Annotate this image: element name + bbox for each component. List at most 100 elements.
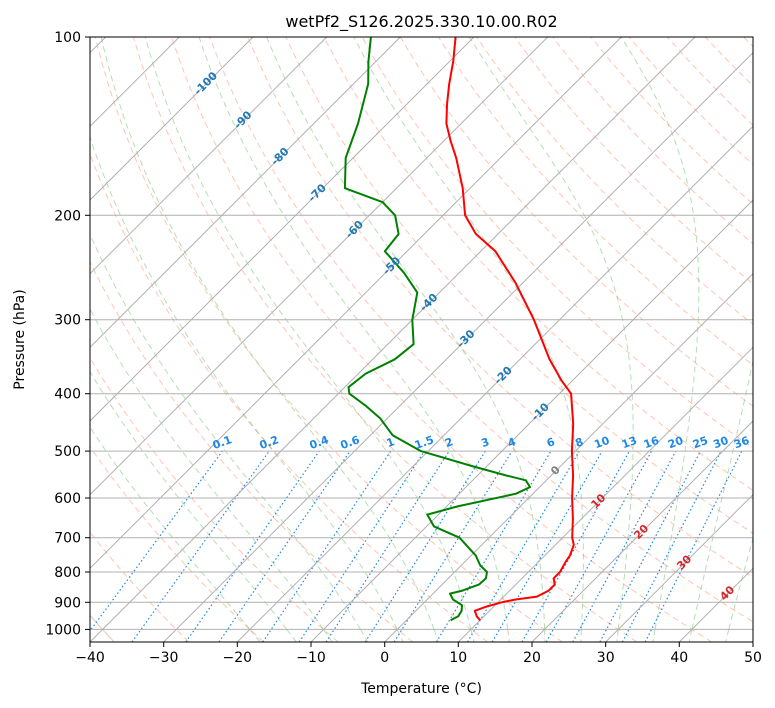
mixing-ratio-label: 16 <box>642 434 661 452</box>
y-tick-label: 500 <box>54 444 81 460</box>
moist-adiabat <box>286 629 297 642</box>
mixing-ratio-line <box>491 450 603 642</box>
background-lines <box>90 37 753 642</box>
mixing-ratio-label: 0.4 <box>308 433 331 452</box>
x-tick-label: 40 <box>670 650 688 666</box>
x-tick-label: 30 <box>597 650 615 666</box>
mixing-ratio-line <box>393 450 513 642</box>
x-tick-label: −10 <box>296 650 326 666</box>
mixing-ratio-label: 20 <box>666 434 685 452</box>
x-tick-label: 50 <box>744 650 762 666</box>
moist-adiabat <box>90 232 361 630</box>
isotherm-line <box>90 37 254 201</box>
moist-adiabat <box>616 629 619 642</box>
mixing-ratio-line <box>218 450 351 642</box>
dry-adiabat <box>476 37 753 325</box>
x-tick-label: 0 <box>380 650 389 666</box>
moist-adiabat <box>90 426 251 630</box>
moist-adiabat <box>353 37 584 630</box>
moist-adiabat <box>90 135 398 630</box>
mixing-ratio-label: 13 <box>620 434 639 451</box>
moist-adiabat <box>323 629 333 642</box>
dry-adiabat <box>514 37 753 285</box>
mixing-ratio-label: 2 <box>443 435 455 450</box>
isotherm-line <box>457 346 753 642</box>
moist-adiabat <box>652 629 656 642</box>
moist-adiabat <box>580 629 582 642</box>
dry-adiabat <box>90 446 264 642</box>
moist-adiabat <box>691 358 753 630</box>
dry-adiabat <box>171 37 712 642</box>
mixing-ratio-label: 1 <box>385 435 397 450</box>
mixing-ratio-line <box>572 450 677 642</box>
isotherm-line <box>90 37 328 275</box>
dry-adiabat <box>247 37 753 578</box>
chart-title: wetPf2_S126.2025.330.10.00.R02 <box>285 12 557 32</box>
moist-adiabat <box>90 370 288 630</box>
y-axis-title: Pressure (hPa) <box>12 289 28 389</box>
isotherm-line <box>310 199 753 642</box>
y-tick-label: 300 <box>54 313 81 329</box>
mixing-ratio-labels: 0.1 0.2 0.4 0.6 1 1.5 2 3 4 6 8 10 13 16 20 25 30 36 <box>211 433 752 452</box>
axes: −40 −30 −20 −10 0 10 20 30 40 5010020030040050060… <box>45 30 762 666</box>
mixing-ratio-label: 0.2 <box>258 433 281 452</box>
dry-adiabat <box>94 37 563 642</box>
plot-frame <box>89 36 754 643</box>
dry-adiabat <box>209 37 753 623</box>
moist-adiabat <box>507 629 510 642</box>
mixing-ratio-line <box>325 450 450 642</box>
moist-adiabat <box>728 536 753 630</box>
y-tick-label: 400 <box>54 387 81 403</box>
isotherm-line <box>90 37 475 422</box>
y-tick-label: 700 <box>54 531 81 547</box>
mixing-ratio-label: 0.1 <box>211 433 234 452</box>
y-tick-label: 1000 <box>45 622 81 638</box>
moist-adiabat <box>620 37 700 630</box>
isotherm-line <box>605 493 753 642</box>
moist-adiabat <box>433 629 439 642</box>
mixing-ratio-line <box>185 450 320 642</box>
mixing-ratio-label: 0.6 <box>339 433 362 452</box>
moist-adiabat <box>90 308 324 630</box>
isotherm-line <box>90 37 622 570</box>
data-series <box>343 37 575 622</box>
dry-adiabat <box>90 356 339 642</box>
mixing-ratio-line <box>435 450 552 642</box>
isotherm-line <box>90 37 401 349</box>
dew-point-line <box>343 37 531 622</box>
mixing-ratio-line <box>364 450 486 642</box>
mixing-ratio-label: 3 <box>479 435 491 450</box>
y-tick-label: 800 <box>54 565 81 581</box>
y-tick-label: 100 <box>54 30 81 46</box>
moist-adiabat <box>396 629 404 642</box>
mixing-ratio-label: 36 <box>732 434 751 452</box>
moist-adiabat <box>249 629 261 642</box>
dry-adiabat <box>132 37 638 642</box>
mixing-ratio-label: 25 <box>691 434 710 451</box>
isotherm-line <box>163 51 753 642</box>
isotherm-line <box>236 125 753 642</box>
moist-adiabat <box>359 629 369 642</box>
dry-adiabat <box>90 260 414 642</box>
isotherm-line <box>384 272 753 642</box>
x-tick-label: −20 <box>223 650 253 666</box>
x-axis-title: Temperature (°C) <box>360 681 482 697</box>
x-tick-label: −40 <box>75 650 105 666</box>
mixing-ratio-label: 8 <box>573 435 585 450</box>
y-tick-label: 900 <box>54 595 81 611</box>
x-tick-label: −30 <box>149 650 179 666</box>
moist-adiabat <box>198 37 509 630</box>
dry-adiabat <box>323 37 753 491</box>
dry-adiabat <box>285 37 753 535</box>
mixing-ratio-line <box>466 450 580 642</box>
x-tick-label: 20 <box>523 650 541 666</box>
mixing-ratio-label: 30 <box>711 434 730 452</box>
moist-adiabat <box>266 37 546 630</box>
moist-adiabat <box>470 629 475 642</box>
moist-adiabat <box>725 629 730 642</box>
moist-adiabat <box>469 37 634 630</box>
moist-adiabat <box>144 37 472 630</box>
